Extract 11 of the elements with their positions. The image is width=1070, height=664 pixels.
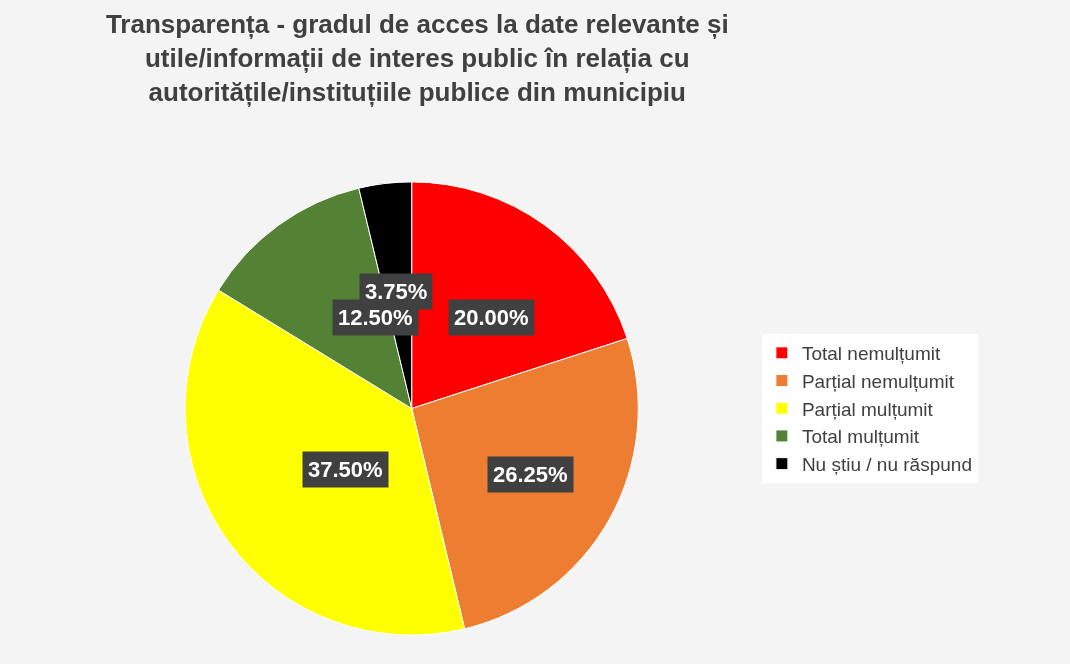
legend-label: Parțial nemulțumit	[801, 370, 955, 392]
data-label: 12.50%	[338, 305, 413, 330]
data-label: 37.50%	[308, 457, 383, 482]
legend-label: Parțial mulțumit	[801, 398, 934, 420]
data-label: 26.25%	[493, 462, 568, 487]
chart-title: Transparența - gradul de acces la date relevante și utile/informații de interes public în relația cu autoritățile/instituțiile publice din municipiu	[105, 9, 729, 107]
data-label: 3.75%	[365, 279, 428, 304]
legend-label: Total nemulțumit	[801, 343, 941, 365]
legend-label: Total mulțumit	[801, 426, 920, 448]
legend-label: Nu știu / nu răspund	[801, 454, 972, 476]
data-label: 20.00%	[454, 305, 529, 330]
